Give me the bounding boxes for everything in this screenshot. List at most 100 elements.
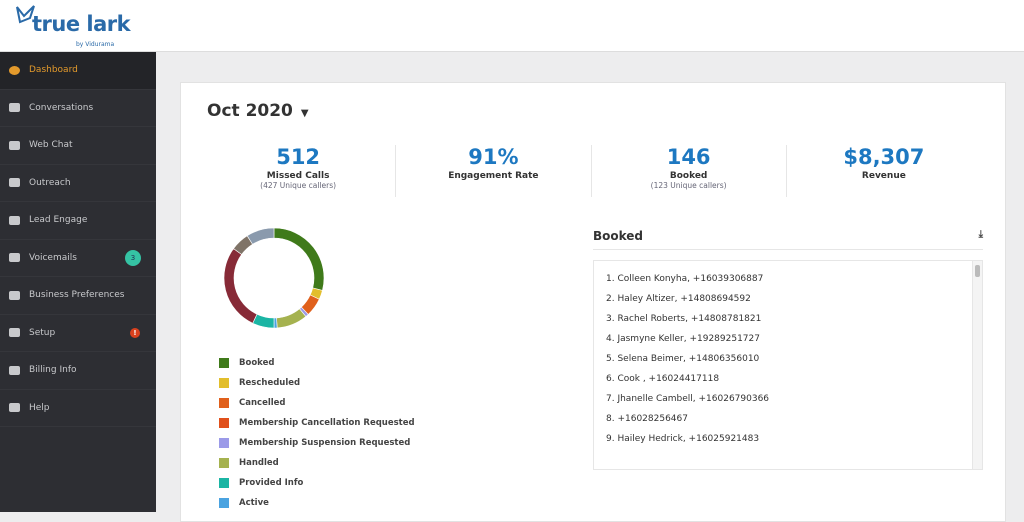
stat-revenue: $8,307 Revenue [787,145,981,197]
legend-swatch [219,478,229,488]
booked-list-item: 6. Cook , +16024417118 [606,374,720,384]
stat-label: Booked [669,171,708,181]
copy-icon [9,215,20,225]
help-icon [9,403,20,413]
caret-down-icon: ▼ [300,108,309,119]
dashboard-card: Oct 2020 ▼ 512 Missed Calls (427 Unique cal… [180,82,1006,522]
sidebar-item-outreach[interactable]: Outreach [0,165,156,202]
scrollbar[interactable] [972,261,982,469]
donut-slice-active[interactable] [273,317,278,329]
sidebar-item-label: Help [29,402,50,413]
sidebar-item-business-preferences[interactable]: Business Preferences [0,277,156,315]
booked-list-item: 5. Selena Beimer, +14806356010 [606,354,760,364]
voicemail-icon [9,253,20,263]
sidebar-item-label: Business Preferences [29,290,125,301]
stat-value: $8,307 [843,145,925,169]
top-bar: true lark by Vidurama [0,0,1024,52]
chat-icon [9,103,20,113]
legend-swatch [219,378,229,388]
alert-icon: ! [130,327,140,338]
legend-item[interactable]: Rescheduled [219,373,415,393]
legend-label: Cancelled [239,398,286,408]
legend-swatch [219,458,229,468]
sidebar-item-label: Outreach [29,177,71,188]
legend-swatch [219,418,229,428]
stat-value: 512 [276,145,321,169]
legend-swatch [219,358,229,368]
legend-label: Booked [239,358,275,368]
sidebar-item-label: Voicemails [29,252,77,263]
booked-list-item: 4. Jasmyne Keller, +19289251727 [606,334,760,344]
legend-swatch [219,498,229,508]
legend-label: Rescheduled [239,378,301,388]
sidebar-item-web-chat[interactable]: Web Chat [0,127,156,165]
booked-list-item: 9. Hailey Hedrick, +16025921483 [606,434,760,444]
stat-sub: (123 Unique callers) [650,181,727,190]
booked-list-item: 7. Jhanelle Cambell, +16026790366 [606,394,770,404]
donut-slice[interactable] [246,227,275,245]
legend-item[interactable]: Provided Info [219,473,415,493]
sidebar-item-label: Dashboard [29,65,78,76]
credit-card-icon [9,365,20,375]
month-label: Oct 2020 [207,101,293,121]
legend-item[interactable]: Membership Cancellation Requested [219,413,415,433]
sidebar-item-dashboard[interactable]: Dashboard [0,52,156,90]
sidebar-item-conversations[interactable]: Conversations [0,90,156,127]
legend-item[interactable]: Membership Suspension Requested [219,433,415,453]
month-selector[interactable]: Oct 2020 ▼ [207,101,309,121]
booked-title: Booked [593,229,644,243]
sidebar-item-help[interactable]: Help [0,390,156,427]
legend-item[interactable]: Cancelled [219,393,415,413]
voicemail-count-badge: 3 [125,249,141,266]
lark-logo-icon [16,5,35,24]
donut-slice-handled[interactable] [276,308,307,329]
sidebar-item-lead-engage[interactable]: Lead Engage [0,202,156,240]
booked-list-item: 3. Rachel Roberts, +14808781821 [606,314,762,324]
stat-label: Revenue [861,171,906,181]
download-icon[interactable]: ⤓ [978,229,983,240]
stat-label: Missed Calls [266,171,330,181]
legend-label: Active [239,498,269,508]
booked-list-item: 2. Haley Altizer, +14808694592 [606,294,751,304]
store-icon [9,290,20,300]
sidebar-item-label: Setup [29,327,56,338]
stat-booked: 146 Booked (123 Unique callers) [592,145,787,197]
gear-icon [9,328,20,338]
donut-slice-booked[interactable] [273,227,325,291]
stat-label: Engagement Rate [448,171,539,181]
chart-legend: Booked Rescheduled Cancelled Membership Can… [219,353,415,513]
stats-row: 512 Missed Calls (427 Unique callers) 91% En… [201,145,981,197]
booked-list-item: 1. Colleen Konyha, +16039306887 [606,274,764,284]
users-icon [9,140,20,150]
donut-chart [223,227,325,329]
booked-list-item: 8. +16028256467 [606,414,688,424]
stat-value: 146 [666,145,711,169]
stat-value: 91% [468,145,519,169]
booked-panel: Booked ⤓ 1. Colleen Konyha, +16039306887 2… [593,229,983,470]
logo[interactable]: true lark by Vidurama [14,4,131,48]
sidebar-item-label: Conversations [29,102,94,113]
sidebar-item-setup[interactable]: Setup! [0,315,156,352]
sidebar-item-billing-info[interactable]: Billing Info [0,352,156,390]
legend-item[interactable]: Active [219,493,415,513]
booked-list: 1. Colleen Konyha, +16039306887 2. Haley … [593,260,983,470]
legend-swatch [219,438,229,448]
logo-byline: by Vidurama [76,41,115,48]
legend-label: Membership Suspension Requested [239,438,411,448]
legend-label: Membership Cancellation Requested [239,418,415,428]
legend-label: Handled [239,458,279,468]
legend-swatch [219,398,229,408]
logo-text: true lark [32,12,131,36]
legend-item[interactable]: Booked [219,353,415,373]
sidebar: Dashboard Conversations Web Chat Outreach Le… [0,52,156,512]
sidebar-item-label: Billing Info [29,365,77,376]
stat-sub: (427 Unique callers) [260,181,337,190]
stat-engagement-rate: 91% Engagement Rate [396,145,592,197]
sidebar-item-label: Web Chat [29,140,73,151]
legend-item[interactable]: Handled [219,453,415,473]
donut-slice[interactable] [223,248,258,324]
stat-missed-calls: 512 Missed Calls (427 Unique callers) [201,145,397,197]
sidebar-item-voicemails[interactable]: Voicemails 3 [0,240,156,277]
scrollbar-thumb[interactable] [975,265,980,277]
dashboard-icon [9,65,20,75]
